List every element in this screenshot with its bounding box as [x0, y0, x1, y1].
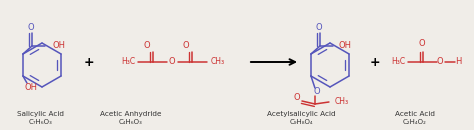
Text: H₃C: H₃C	[391, 57, 405, 67]
Text: O: O	[182, 41, 189, 50]
Text: O: O	[419, 40, 425, 48]
Text: C₇H₆O₃: C₇H₆O₃	[28, 119, 52, 125]
Text: O: O	[169, 57, 175, 67]
Text: OH: OH	[53, 41, 66, 50]
Text: H: H	[455, 57, 461, 67]
Text: O: O	[27, 24, 34, 32]
Text: Acetic Anhydride: Acetic Anhydride	[100, 111, 161, 117]
Text: +: +	[369, 56, 380, 69]
Text: O: O	[293, 93, 300, 102]
Text: OH: OH	[339, 41, 352, 50]
Text: H₃C: H₃C	[121, 57, 135, 67]
Text: Salicylic Acid: Salicylic Acid	[17, 111, 64, 117]
Text: +: +	[84, 56, 94, 69]
Text: OH: OH	[25, 83, 37, 93]
Text: O: O	[316, 24, 322, 32]
Text: C₄H₆O₃: C₄H₆O₃	[118, 119, 142, 125]
Text: C₉H₈O₄: C₉H₈O₄	[289, 119, 313, 125]
Text: O: O	[314, 87, 320, 96]
Text: O: O	[144, 41, 150, 50]
Text: CH₃: CH₃	[211, 57, 225, 67]
Text: C₂H₄O₂: C₂H₄O₂	[403, 119, 427, 125]
Text: CH₃: CH₃	[335, 98, 349, 106]
Text: O: O	[437, 57, 443, 67]
Text: Acetic Acid: Acetic Acid	[395, 111, 435, 117]
Text: Acetylsalicylic Acid: Acetylsalicylic Acid	[267, 111, 335, 117]
